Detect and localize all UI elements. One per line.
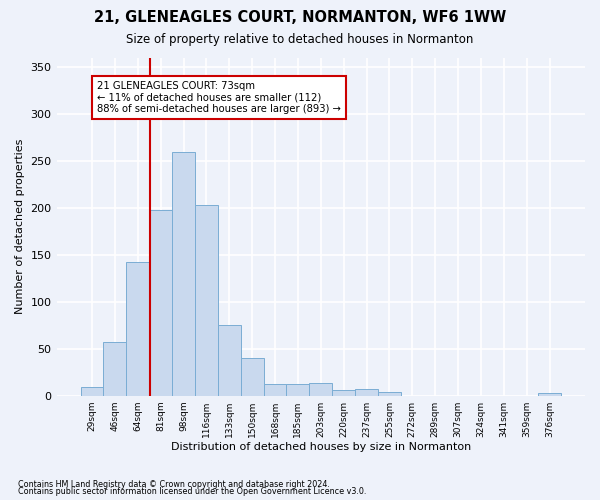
- Text: 21 GLENEAGLES COURT: 73sqm
← 11% of detached houses are smaller (112)
88% of sem: 21 GLENEAGLES COURT: 73sqm ← 11% of deta…: [97, 81, 341, 114]
- Text: 21, GLENEAGLES COURT, NORMANTON, WF6 1WW: 21, GLENEAGLES COURT, NORMANTON, WF6 1WW: [94, 10, 506, 25]
- Bar: [538, 393, 561, 396]
- Text: Size of property relative to detached houses in Normanton: Size of property relative to detached ho…: [127, 32, 473, 46]
- Bar: [310, 382, 332, 396]
- Bar: [127, 262, 149, 396]
- Y-axis label: Number of detached properties: Number of detached properties: [15, 139, 25, 314]
- Bar: [286, 384, 310, 396]
- Bar: [195, 205, 218, 396]
- Bar: [218, 325, 241, 396]
- Bar: [149, 210, 172, 396]
- Bar: [80, 388, 103, 396]
- Bar: [172, 152, 195, 396]
- Bar: [103, 342, 127, 396]
- Bar: [355, 389, 378, 396]
- Bar: [263, 384, 286, 396]
- Bar: [378, 392, 401, 396]
- X-axis label: Distribution of detached houses by size in Normanton: Distribution of detached houses by size …: [170, 442, 471, 452]
- Bar: [332, 390, 355, 396]
- Bar: [241, 358, 263, 396]
- Text: Contains HM Land Registry data © Crown copyright and database right 2024.: Contains HM Land Registry data © Crown c…: [18, 480, 330, 489]
- Text: Contains public sector information licensed under the Open Government Licence v3: Contains public sector information licen…: [18, 488, 367, 496]
